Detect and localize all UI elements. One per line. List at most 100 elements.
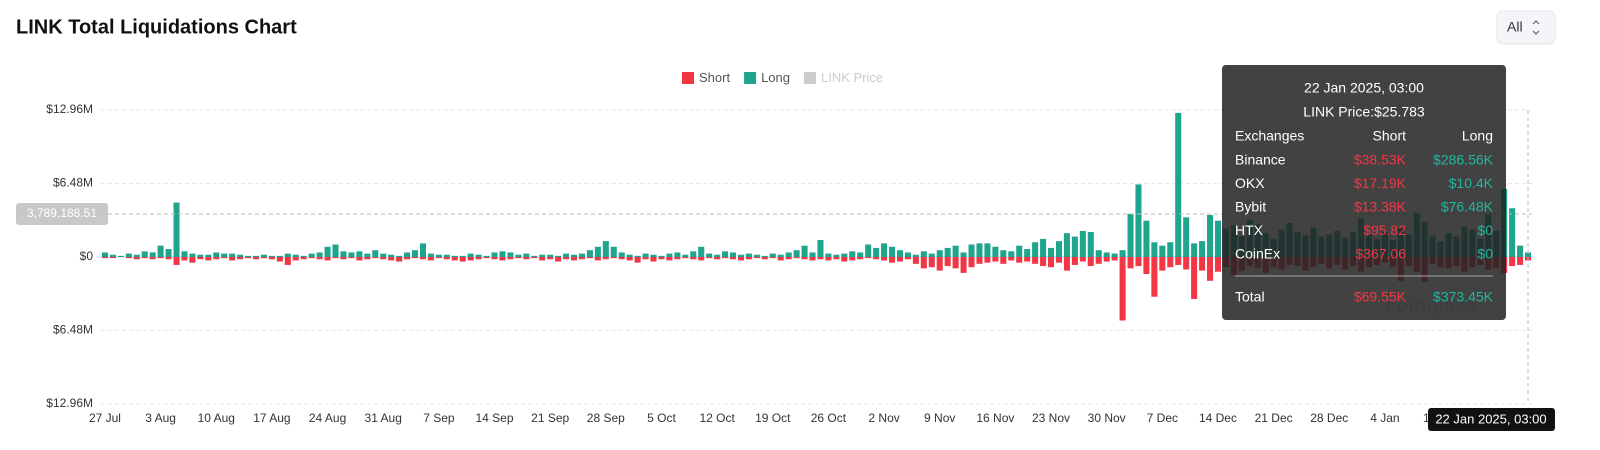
tooltip-cell: $76.48K xyxy=(1441,199,1494,215)
x-tick-label: 14 Dec xyxy=(1199,411,1237,425)
bar xyxy=(515,254,522,257)
bar xyxy=(706,253,713,257)
bar xyxy=(594,257,601,261)
bar xyxy=(1111,257,1118,261)
bar xyxy=(380,253,387,257)
bar xyxy=(658,255,665,257)
bar xyxy=(245,257,252,259)
bar xyxy=(730,257,737,260)
tooltip-cell: Long xyxy=(1462,128,1493,144)
tooltip-cell: $17.19K xyxy=(1354,175,1407,191)
bar xyxy=(571,254,578,257)
bar xyxy=(745,257,752,260)
tooltip-cell: $286.56K xyxy=(1433,152,1494,168)
bar xyxy=(459,255,466,257)
bar xyxy=(1095,257,1102,264)
bar xyxy=(1111,253,1118,257)
range-button[interactable] xyxy=(1496,10,1556,45)
x-tick-label: 27 Jul xyxy=(89,411,121,425)
bar xyxy=(952,245,959,257)
bar xyxy=(205,257,212,261)
x-tick-label: 24 Aug xyxy=(309,411,346,425)
bar xyxy=(936,257,943,271)
tooltip-cell: $0 xyxy=(1477,246,1493,262)
bar xyxy=(1167,257,1174,268)
bar xyxy=(658,257,665,260)
bar xyxy=(896,250,903,257)
bar xyxy=(372,250,379,257)
bar xyxy=(364,257,371,260)
bar xyxy=(674,252,681,257)
bar xyxy=(340,251,347,257)
x-tick-label: 5 Oct xyxy=(647,411,676,425)
tooltip-box xyxy=(1222,65,1506,320)
bar xyxy=(1016,245,1023,257)
bar xyxy=(801,245,808,257)
bar xyxy=(1079,230,1086,257)
bar xyxy=(992,246,999,257)
bar xyxy=(642,257,649,260)
bar xyxy=(547,257,554,260)
bar xyxy=(157,257,164,259)
bar xyxy=(785,252,792,257)
x-tick-label: 28 Dec xyxy=(1310,411,1348,425)
bar xyxy=(841,253,848,257)
bar xyxy=(698,246,705,257)
bar xyxy=(841,257,848,262)
tooltip-cell: $0 xyxy=(1477,222,1493,238)
x-tick-label: 23 Nov xyxy=(1032,411,1070,425)
bar xyxy=(881,257,888,261)
x-tick-label: 7 Dec xyxy=(1147,411,1178,425)
bar xyxy=(586,250,593,257)
bar xyxy=(213,257,220,260)
bar xyxy=(404,257,411,260)
tooltip-cell: $95.82 xyxy=(1363,222,1406,238)
bar xyxy=(706,257,713,259)
bar xyxy=(904,252,911,257)
bar xyxy=(101,257,108,259)
y-tick-label: $6.48M xyxy=(53,176,93,190)
bar xyxy=(396,257,403,262)
tooltip-cell: Bybit xyxy=(1235,199,1266,215)
bar xyxy=(1063,233,1070,257)
bar xyxy=(531,255,538,257)
bar xyxy=(324,257,331,261)
bar xyxy=(825,257,832,261)
x-tick-label: 21 Dec xyxy=(1255,411,1293,425)
bar xyxy=(117,255,124,257)
bar xyxy=(1119,257,1126,321)
bar xyxy=(181,251,188,257)
legend-label: Long xyxy=(761,70,790,85)
legend-label: Short xyxy=(699,70,730,85)
x-tick-label: 9 Nov xyxy=(924,411,955,425)
bar xyxy=(769,253,776,257)
bar xyxy=(1103,252,1110,257)
bar xyxy=(753,254,760,257)
tooltip-cell: $69.55K xyxy=(1354,289,1407,305)
bar xyxy=(435,254,442,257)
bar xyxy=(443,254,450,257)
bar xyxy=(221,253,228,257)
bar xyxy=(380,257,387,260)
bar xyxy=(483,255,490,257)
tooltip-cell: CoinEx xyxy=(1235,246,1280,262)
bar xyxy=(276,255,283,257)
bar xyxy=(714,254,721,257)
range-button-label[interactable]: All xyxy=(1507,19,1523,35)
bar xyxy=(507,252,514,257)
bar xyxy=(674,257,681,260)
bar xyxy=(332,257,339,259)
bar xyxy=(666,253,673,257)
crosshair-x-box xyxy=(1428,408,1555,431)
crosshair-x-label: 22 Jan 2025, 03:00 xyxy=(1435,411,1546,426)
bar xyxy=(245,255,252,257)
bar xyxy=(1214,257,1221,272)
bar xyxy=(348,257,355,259)
bar xyxy=(1525,252,1532,257)
bar xyxy=(722,257,729,259)
legend-label: LINK Price xyxy=(821,70,883,85)
bar xyxy=(1183,217,1190,257)
bar xyxy=(722,251,729,257)
bar xyxy=(857,257,864,260)
bar xyxy=(1191,243,1198,257)
